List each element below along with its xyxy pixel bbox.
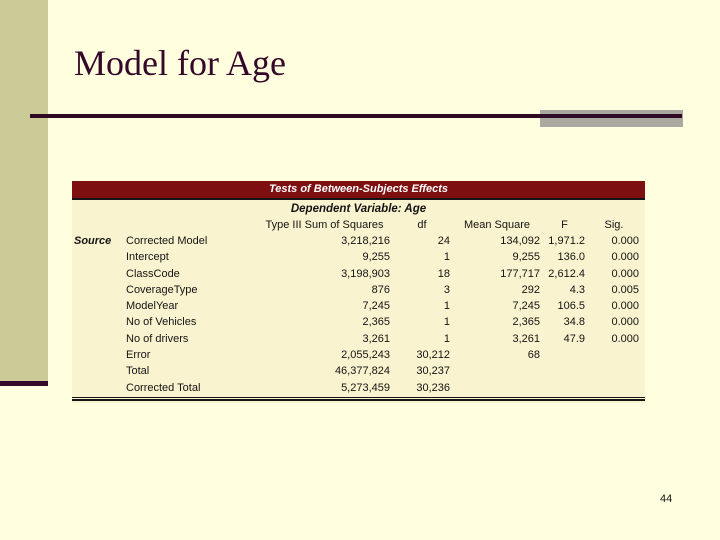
cell-df: 1: [443, 332, 450, 345]
cell-ms: 9,255: [512, 251, 540, 264]
cell-df: 1: [443, 251, 450, 264]
cell-sig: 0.000: [611, 300, 639, 313]
sidebar-end-bar: [0, 381, 48, 386]
column-header-ss: Type III Sum of Squares: [265, 219, 384, 231]
row-label: Error: [126, 349, 151, 362]
cell-df: 3: [443, 283, 450, 296]
cell-sig: 0.005: [611, 283, 639, 296]
column-header-ms: Mean Square: [463, 219, 531, 231]
cell-ss: 9,255: [362, 251, 390, 264]
cell-sig: 0.000: [611, 332, 639, 345]
row-label: Intercept: [126, 251, 169, 264]
cell-ms: 134,092: [500, 235, 540, 247]
source-label: Source: [74, 235, 112, 247]
row-label: CoverageType: [126, 283, 198, 296]
cell-df: 1: [443, 316, 450, 329]
cell-sig: 0.000: [611, 316, 639, 329]
table-bottom-rule: [72, 396, 645, 401]
cell-ss: 3,198,903: [341, 267, 390, 280]
table-row: Error 2,055,243 30,212 68: [72, 347, 645, 363]
cell-df: 18: [437, 267, 450, 280]
cell-ms: 2,365: [512, 316, 540, 329]
cell-ss: 7,245: [362, 300, 390, 313]
cell-ss: 876: [371, 283, 390, 296]
row-label: ClassCode: [126, 267, 180, 280]
cell-f: 47.9: [563, 332, 585, 345]
cell-df: 30,212: [416, 349, 450, 362]
column-header-sig: Sig.: [604, 219, 624, 231]
sidebar-accent-bar: [0, 0, 48, 381]
cell-ms: 177,717: [500, 267, 540, 280]
cell-f: 34.8: [563, 316, 585, 329]
row-label: ModelYear: [126, 300, 179, 313]
cell-f: 136.0: [557, 251, 585, 264]
row-label: No of Vehicles: [126, 316, 197, 329]
table-row: Total 46,377,824 30,237: [72, 363, 645, 379]
cell-ss: 2,365: [362, 316, 390, 329]
cell-ss: 3,218,216: [341, 235, 390, 247]
cell-ms: 68: [527, 349, 540, 362]
row-label: Corrected Model: [126, 235, 208, 247]
table-row: ModelYear 7,245 1 7,245 106.5 0.000: [72, 298, 645, 314]
cell-ss: 3,261: [362, 332, 390, 345]
anova-results-table: Tests of Between-Subjects Effects Depend…: [72, 181, 645, 403]
cell-df: 1: [443, 300, 450, 313]
cell-sig: 0.000: [611, 251, 639, 264]
row-label: No of drivers: [126, 332, 189, 345]
cell-f: 2,612.4: [548, 267, 585, 280]
column-header-df: df: [417, 219, 427, 231]
title-rule: [30, 114, 682, 118]
title-rule-gray-accent: [540, 110, 683, 127]
cell-ss: 46,377,824: [334, 365, 390, 378]
cell-ms: 7,245: [512, 300, 540, 313]
table-row: CoverageType 876 3 292 4.3 0.005: [72, 282, 645, 298]
cell-f: 1,971.2: [548, 235, 585, 247]
table-row: No of Vehicles 2,365 1 2,365 34.8 0.000: [72, 314, 645, 330]
cell-df: 30,236: [416, 381, 450, 394]
table-title-banner: Tests of Between-Subjects Effects: [72, 181, 645, 200]
cell-df: 24: [437, 235, 450, 247]
cell-ms: 292: [521, 283, 540, 296]
slide-title: Model for Age: [74, 43, 286, 83]
cell-sig: 0.000: [611, 235, 639, 247]
cell-ss: 5,273,459: [341, 381, 390, 394]
cell-sig: 0.000: [611, 267, 639, 280]
table-row: ClassCode 3,198,903 18 177,717 2,612.4 0…: [72, 266, 645, 282]
table-row: Source Corrected Model 3,218,216 24 134,…: [72, 233, 645, 249]
cell-df: 30,237: [416, 365, 450, 378]
row-label: Total: [126, 365, 150, 378]
cell-ms: 3,261: [512, 332, 540, 345]
table-row: Intercept 9,255 1 9,255 136.0 0.000: [72, 249, 645, 265]
cell-ss: 2,055,243: [341, 349, 390, 362]
row-label: Corrected Total: [126, 381, 201, 394]
table-header-row: Type III Sum of Squares df Mean Square F…: [72, 217, 645, 233]
cell-f: 4.3: [569, 283, 585, 296]
page-number: 44: [660, 493, 673, 505]
table-row: Corrected Total 5,273,459 30,236: [72, 380, 645, 396]
column-header-f: F: [561, 219, 568, 231]
table-row: No of drivers 3,261 1 3,261 47.9 0.000: [72, 331, 645, 347]
table-subtitle: Dependent Variable: Age: [290, 203, 427, 215]
cell-f: 106.5: [557, 300, 585, 313]
